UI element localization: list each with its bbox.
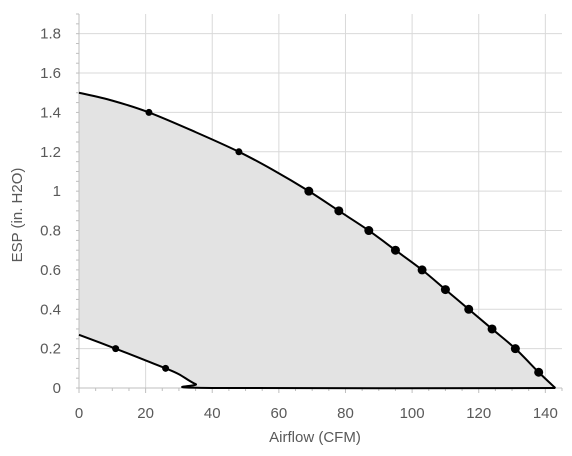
upper-boundary-point: [334, 206, 344, 216]
y-axis-title: ESP (in. H2O): [9, 168, 26, 263]
y-tick-label: 0.8: [40, 223, 61, 240]
y-tick-label: 1: [53, 183, 61, 200]
x-tick-label: 40: [204, 405, 221, 422]
x-tick-label: 20: [137, 405, 154, 422]
x-tick-label: 120: [466, 405, 491, 422]
x-axis-title: Airflow (CFM): [269, 429, 361, 446]
lower-boundary-line: [78, 333, 556, 390]
y-tick-label: 1.6: [40, 65, 61, 82]
upper-boundary-point: [390, 245, 400, 255]
operating-range-area: [79, 92, 556, 389]
x-tick-label: 100: [400, 405, 425, 422]
y-axis-tick-labels: 0 0.2 0.4 0.6 0.8 1 1.2 1.4 1.6 1.8: [40, 26, 61, 397]
y-tick-label: 1.2: [40, 144, 61, 161]
upper-boundary-point: [304, 186, 314, 196]
upper-boundary-point: [440, 285, 450, 295]
upper-boundary-point: [145, 108, 153, 116]
upper-boundary-point: [534, 367, 544, 377]
x-tick-label: 80: [337, 405, 354, 422]
y-tick-label: 0: [53, 380, 61, 397]
lower-boundary-point: [112, 345, 120, 353]
y-tick-label: 0.6: [40, 262, 61, 279]
operating-range-fill: [79, 92, 556, 389]
x-tick-label: 60: [271, 405, 288, 422]
x-axis-tick-labels: 0 20 40 60 80 100 120 140: [75, 405, 558, 422]
y-tick-label: 0.2: [40, 341, 61, 358]
upper-boundary-point: [235, 148, 243, 156]
upper-boundary-point: [417, 265, 427, 275]
y-tick-label: 1.4: [40, 104, 61, 121]
upper-boundary-point: [364, 226, 374, 236]
y-tick-label: 0.4: [40, 301, 61, 318]
data-markers: [112, 108, 544, 377]
upper-boundary-point: [510, 344, 520, 354]
y-tick-label: 1.8: [40, 26, 61, 43]
x-tick-label: 140: [533, 405, 558, 422]
lower-boundary-point: [162, 364, 170, 372]
upper-boundary-point: [464, 304, 474, 314]
x-tick-label: 0: [75, 405, 83, 422]
upper-boundary-point: [487, 324, 497, 334]
